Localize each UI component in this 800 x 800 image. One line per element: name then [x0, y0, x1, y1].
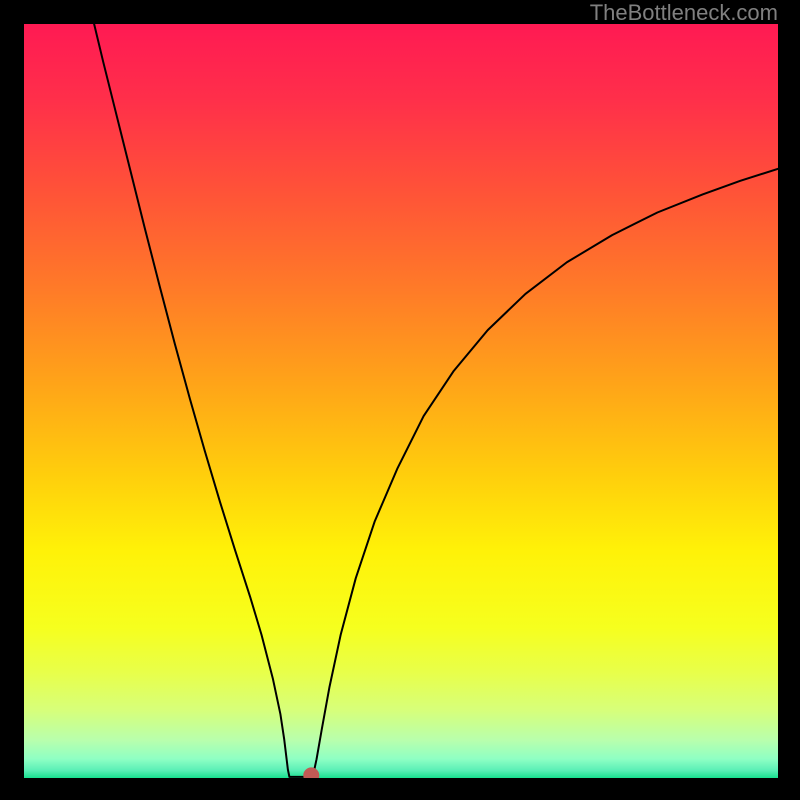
frame-bottom [0, 778, 800, 800]
frame-left [0, 0, 24, 800]
bottleneck-curve [94, 24, 778, 777]
canvas: TheBottleneck.com [0, 0, 800, 800]
plot-area [24, 24, 778, 778]
chart-svg [24, 24, 778, 778]
attribution-text: TheBottleneck.com [590, 0, 778, 26]
optimal-point-marker [304, 768, 319, 778]
frame-right [778, 0, 800, 800]
